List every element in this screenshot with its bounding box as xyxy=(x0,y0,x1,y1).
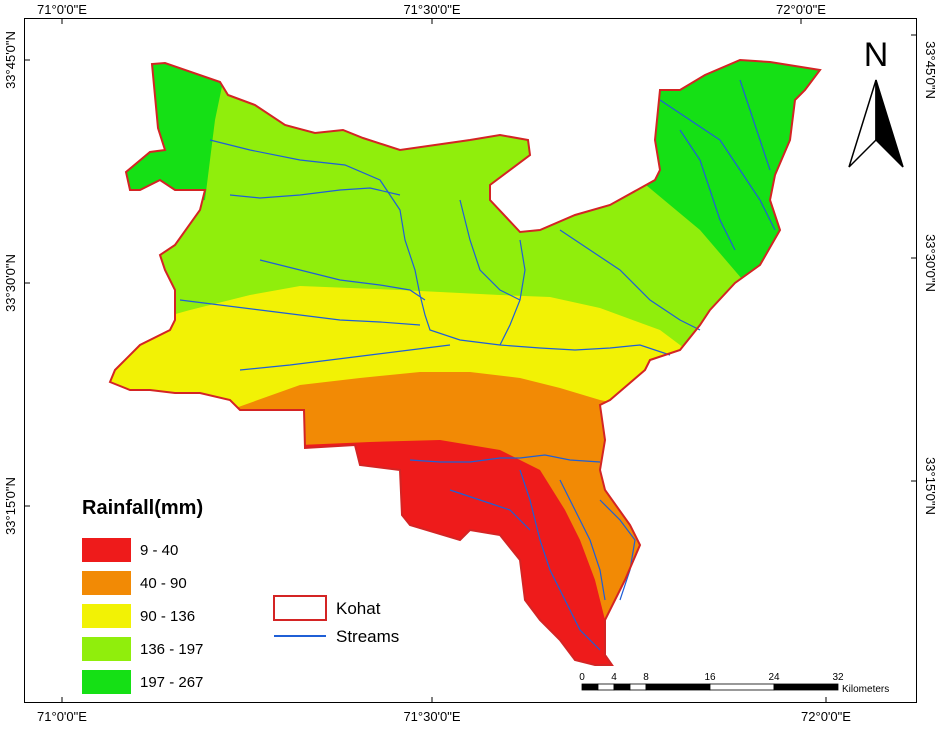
bottom-lon-label-3: 72°0'0"E xyxy=(801,709,851,724)
scale-tick-label: 4 xyxy=(611,672,617,683)
top-lon-label-1: 71°0'0"E xyxy=(37,2,87,17)
left-lat-label-2: 33°30'0"N xyxy=(3,254,18,312)
scale-segment xyxy=(581,683,599,691)
north-arrow-icon xyxy=(848,79,877,168)
legend-swatch xyxy=(82,670,131,694)
kohat-legend-swatch xyxy=(273,595,327,621)
scale-segment xyxy=(645,683,711,691)
scale-tick-label: 8 xyxy=(643,672,649,683)
graticule-ticks xyxy=(24,18,917,703)
north-arrow: N xyxy=(848,36,904,168)
legend-label: 90 - 136 xyxy=(140,608,195,625)
feature-legend: Kohat Streams xyxy=(273,595,399,646)
left-lat-label-3: 33°15'0"N xyxy=(3,477,18,535)
streams xyxy=(179,79,776,651)
streams-legend-label: Streams xyxy=(336,627,399,646)
kohat-legend-label: Kohat xyxy=(336,599,381,618)
legend-label: 9 - 40 xyxy=(140,542,178,559)
scale-segment xyxy=(597,683,615,691)
top-lon-label-2: 71°30'0"E xyxy=(403,2,460,17)
scale-unit-label: Kilometers xyxy=(842,684,889,695)
legend-swatch xyxy=(82,604,131,628)
legend-label: 197 - 267 xyxy=(140,674,203,691)
right-lat-label-2: 33°30'0"N xyxy=(923,234,938,292)
legend-title: Rainfall(mm) xyxy=(82,497,203,519)
legend-label: 40 - 90 xyxy=(140,575,187,592)
bottom-lon-label-1: 71°0'0"E xyxy=(37,709,87,724)
scale-tick-label: 32 xyxy=(832,672,844,683)
right-lat-label-1: 33°45'0"N xyxy=(923,41,938,99)
right-lat-label-3: 33°15'0"N xyxy=(923,457,938,515)
kohat-boundary xyxy=(108,58,822,666)
legend-swatch xyxy=(82,538,131,562)
legend-swatch xyxy=(82,571,131,595)
scale-segment xyxy=(613,683,631,691)
scale-segment xyxy=(709,683,775,691)
bottom-lon-label-2: 71°30'0"E xyxy=(403,709,460,724)
top-lon-label-3: 72°0'0"E xyxy=(776,2,826,17)
rainfall-legend: Rainfall(mm) 9 - 40 40 - 90 90 - 136 136 - … xyxy=(82,497,203,694)
scale-segment xyxy=(629,683,647,691)
scale-segment xyxy=(773,683,839,691)
scale-bar: 0 4 8 16 24 32 Kilometers xyxy=(579,672,889,695)
scale-tick-label: 24 xyxy=(768,672,780,683)
scale-tick-label: 16 xyxy=(704,672,716,683)
legend-label: 136 - 197 xyxy=(140,641,203,658)
scale-tick-label: 0 xyxy=(579,672,585,683)
legend-swatch xyxy=(82,637,131,661)
north-arrow-label: N xyxy=(864,36,889,74)
left-lat-label-1: 33°45'0"N xyxy=(3,31,18,89)
